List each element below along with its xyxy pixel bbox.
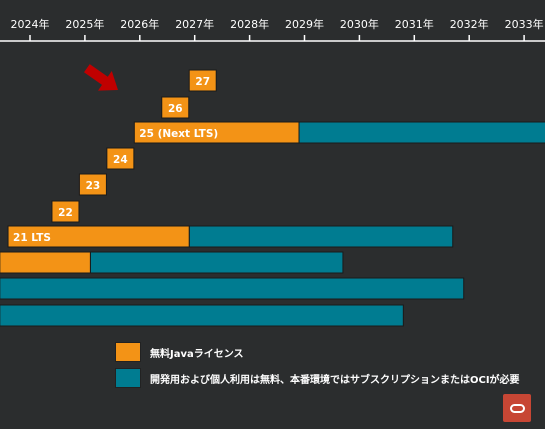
x-tick-label: 2029年 [285,17,324,31]
free-bar [161,96,190,119]
bar-label: 21 LTS [13,232,51,244]
bar-label: 25 (Next LTS) [139,128,218,140]
legend-free-license: 無料Javaライセンス [115,342,244,362]
bar-label: 22 [58,207,73,219]
x-tick-label: 2026年 [120,17,159,31]
x-tick-label: 2033年 [505,17,544,31]
free-bar [188,69,217,92]
bar-label: 27 [195,76,210,88]
x-tick-label: 2025年 [65,17,104,31]
paid-bar [298,121,545,144]
legend-swatch-free [115,342,141,362]
paid-bar [188,225,454,248]
x-tick-label: 2028年 [230,17,269,31]
oracle-logo [503,394,531,422]
x-tick-label: 2024年 [11,17,50,31]
paid-bar [89,251,344,274]
paid-bar [0,304,404,327]
free-bar [51,200,80,223]
x-tick-label: 2027年 [175,17,214,31]
legend-label-free: 無料Javaライセンス [150,348,244,360]
x-tick-label: 2032年 [450,17,489,31]
free-bar [0,251,91,274]
oracle-logo-ring-icon [509,403,525,413]
legend-subscription: 開発用および個人利用は無料、本番環境ではサブスクリプションまたはOCIが必要 [115,368,520,388]
legend-swatch-paid [115,368,141,388]
free-bar [133,121,300,144]
paid-bar [0,277,465,300]
legend-label-paid: 開発用および個人利用は無料、本番環境ではサブスクリプションまたはOCIが必要 [150,374,520,386]
arrow-shape [84,64,118,91]
free-bar [7,225,190,248]
x-tick-label: 2030年 [340,17,379,31]
free-bar [106,147,135,170]
bar-label: 23 [86,180,101,192]
x-tick-label: 2031年 [395,17,434,31]
highlight-arrow-icon [84,64,118,91]
bar-label: 24 [113,154,128,166]
free-bar [78,173,107,196]
bar-label: 26 [168,103,183,115]
